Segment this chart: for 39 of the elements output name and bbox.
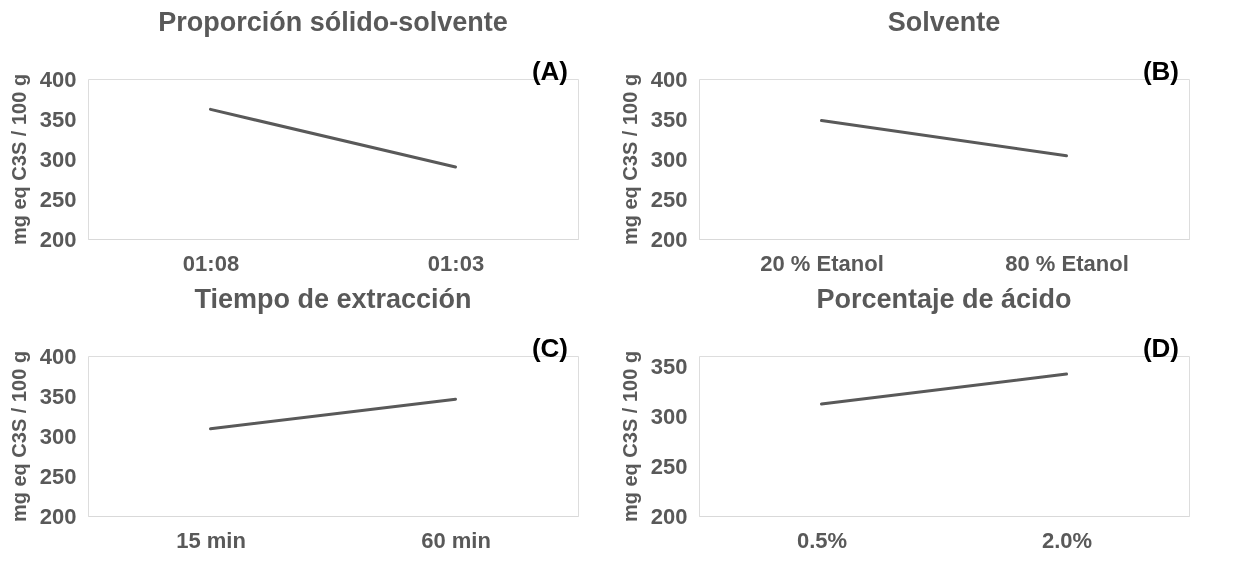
annotation: (A) xyxy=(531,56,568,86)
y-tick-label: 250 xyxy=(650,186,688,212)
x-tick-label: 20 % Etanol xyxy=(760,250,884,276)
y-tick-label: 300 xyxy=(650,146,688,172)
y-axis-title: mg eq C3S / 100 g xyxy=(7,73,30,246)
y-axis-title: mg eq C3S / 100 g xyxy=(618,73,641,246)
x-tick-label: 15 min xyxy=(176,527,246,553)
y-axis-title: mg eq C3S / 100 g xyxy=(7,350,30,523)
y-tick-label: 200 xyxy=(650,226,688,252)
y-tick-label: 350 xyxy=(650,106,688,132)
x-tick-label: 2.0% xyxy=(1041,527,1093,553)
x-tick-label: 0.5% xyxy=(796,527,848,553)
chart-title: Porcentaje de ácido xyxy=(816,284,1072,314)
y-tick-label: 300 xyxy=(39,146,77,172)
y-tick-label: 350 xyxy=(650,353,688,379)
y-tick-label: 200 xyxy=(39,226,77,252)
y-tick-label: 200 xyxy=(39,503,77,529)
y-tick-label: 350 xyxy=(39,383,77,409)
x-tick-label: 01:03 xyxy=(427,250,485,276)
chart-title: Tiempo de extracción xyxy=(194,284,472,314)
y-tick-label: 400 xyxy=(39,66,77,92)
y-tick-label: 350 xyxy=(39,106,77,132)
annotation: (C) xyxy=(531,333,568,363)
x-tick-label: 01:08 xyxy=(182,250,240,276)
annotation: (B) xyxy=(1142,56,1179,86)
x-tick-label: 80 % Etanol xyxy=(1005,250,1129,276)
y-tick-label: 400 xyxy=(39,343,77,369)
y-axis-title: mg eq C3S / 100 g xyxy=(618,350,641,523)
y-tick-label: 400 xyxy=(650,66,688,92)
annotation: (D) xyxy=(1142,333,1179,363)
y-tick-label: 300 xyxy=(39,423,77,449)
y-tick-label: 200 xyxy=(650,503,688,529)
y-tick-label: 250 xyxy=(39,463,77,489)
chart-title: Solvente xyxy=(887,7,1001,37)
x-tick-label: 60 min xyxy=(421,527,491,553)
y-tick-label: 250 xyxy=(650,453,688,479)
y-tick-label: 250 xyxy=(39,186,77,212)
y-tick-label: 300 xyxy=(650,403,688,429)
chart-title: Proporción sólido-solvente xyxy=(158,7,508,37)
